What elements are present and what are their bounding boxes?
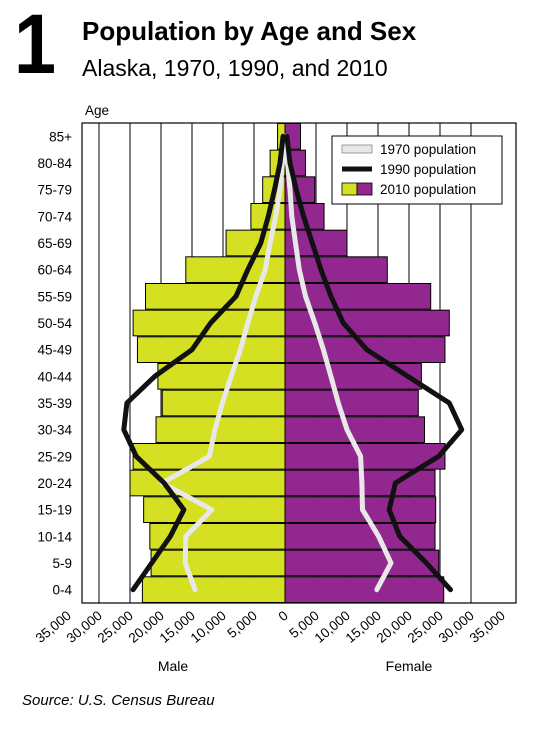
line-male-1970 — [159, 133, 287, 593]
x-tick-label: 10,000 — [188, 608, 229, 646]
figure-number: 1 — [14, 0, 56, 91]
line-male-1990 — [121, 133, 286, 593]
x-tick-label: 5,000 — [224, 608, 260, 641]
legend-label: 1970 population — [380, 142, 476, 157]
age-label: 60-64 — [37, 263, 72, 278]
bar-male-2010 — [141, 576, 286, 603]
legend-label: 2010 population — [380, 182, 476, 197]
x-tick-label: 0 — [276, 608, 291, 624]
line-female-1970 — [283, 133, 394, 593]
source-note: Source: U.S. Census Bureau — [22, 692, 215, 709]
chart-subtitle: Alaska, 1970, 1990, and 2010 — [82, 55, 388, 81]
bar-male-2010 — [155, 416, 286, 444]
age-label: 15-19 — [37, 503, 72, 518]
bar-female-2010 — [284, 416, 425, 444]
bar-male-2010 — [150, 549, 286, 577]
bar-male-2010 — [185, 256, 286, 284]
age-label: 5-9 — [52, 556, 72, 571]
age-label: 30-34 — [37, 423, 72, 438]
age-label: 0-4 — [52, 583, 72, 598]
age-label: 55-59 — [37, 289, 72, 304]
line-female-1990 — [284, 133, 465, 593]
legend-label: 1990 population — [380, 162, 476, 177]
age-label: 10-14 — [37, 529, 72, 544]
age-label: 85+ — [49, 129, 72, 144]
yaxis-title: Age — [85, 103, 109, 118]
legend-swatch-1970 — [341, 144, 373, 154]
age-label: 35-39 — [37, 396, 72, 411]
age-label: 40-44 — [37, 369, 72, 384]
age-label: 50-54 — [37, 316, 72, 331]
bar-female-2010 — [284, 363, 422, 390]
legend-swatch-2010-male — [341, 182, 358, 196]
male-label: Male — [158, 658, 189, 674]
age-label: 65-69 — [37, 236, 72, 251]
age-label: 70-74 — [37, 209, 72, 224]
bar-female-2010 — [284, 523, 436, 550]
bar-male-2010 — [157, 363, 286, 390]
age-label: 45-49 — [37, 343, 72, 358]
x-tick-label: 35,000 — [467, 608, 508, 646]
age-label: 25-29 — [37, 449, 72, 464]
bar-male-2010 — [136, 336, 286, 364]
age-label: 75-79 — [37, 183, 72, 198]
legend-swatch-2010-female — [356, 182, 373, 196]
female-label: Female — [386, 658, 433, 674]
age-label: 80-84 — [37, 156, 72, 171]
bar-male-2010 — [143, 496, 286, 524]
bar-female-2010 — [284, 443, 446, 470]
bar-female-2010 — [284, 576, 445, 603]
bar-female-2010 — [284, 549, 440, 577]
bar-male-2010 — [145, 283, 286, 310]
age-label: 20-24 — [37, 476, 72, 491]
chart-title: Population by Age and Sex — [82, 16, 417, 46]
bar-female-2010 — [284, 389, 419, 417]
